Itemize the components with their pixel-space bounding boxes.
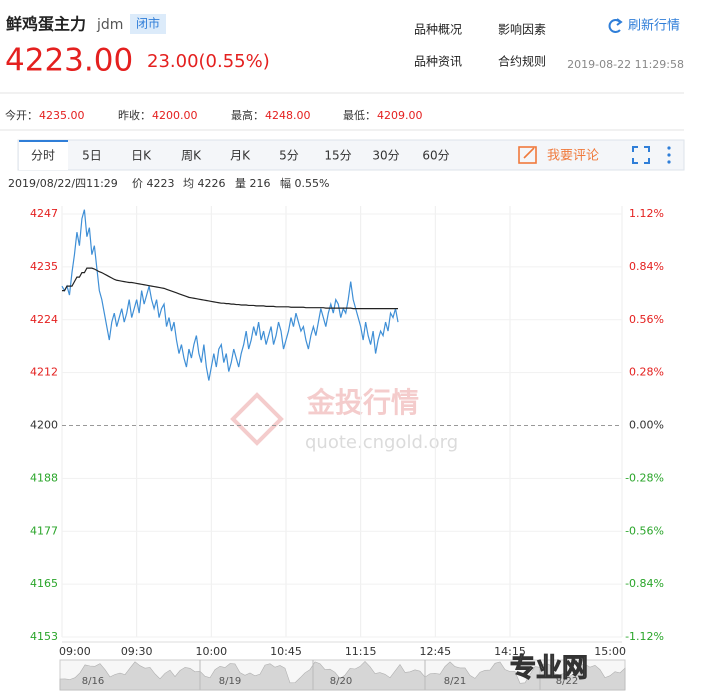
period-tab[interactable]: 15分 (324, 149, 351, 163)
y-tick-label: 4153 (30, 630, 58, 643)
info-link[interactable]: 品种概况 (414, 23, 462, 37)
period-tab[interactable]: 日K (131, 149, 152, 163)
quote-info: 均 4226 (183, 177, 226, 190)
stat-value: 4248.00 (265, 109, 311, 122)
stat-label: 最高： (231, 108, 264, 122)
comment-icon[interactable] (518, 146, 537, 164)
stat-label: 今开： (5, 108, 38, 122)
navigator-area (59, 660, 626, 691)
navigator-date: 8/22 (556, 676, 578, 687)
stat-value: 4209.00 (377, 109, 423, 122)
y-tick-label: 4247 (30, 207, 58, 220)
fullscreen-corners (632, 146, 650, 164)
x-tick-label: 12:45 (419, 645, 451, 658)
y-tick-label: 4188 (30, 471, 58, 484)
tab-bar (17, 139, 685, 171)
watermark-logo (230, 392, 284, 446)
navigator-date: 8/20 (330, 676, 352, 687)
quote-info: 量 216 (235, 177, 271, 190)
series-line (61, 209, 399, 381)
y2-tick-label: 0.56% (629, 313, 664, 326)
y-tick-label: 4177 (30, 524, 58, 537)
period-tab[interactable]: 5分 (279, 149, 299, 163)
x-tick-label: 14:15 (494, 645, 526, 658)
navigator-date: 8/16 (82, 676, 104, 687)
y2-tick-label: 0.00% (629, 419, 664, 432)
menu-icon[interactable] (667, 146, 671, 164)
y2-tick-label: -0.56% (625, 524, 664, 537)
update-time: 2019-08-22 11:29:58 (567, 58, 684, 71)
watermark-url: quote.cngold.org (305, 432, 458, 453)
y-tick-label: 4235 (30, 260, 58, 273)
refresh-icon[interactable] (608, 18, 623, 33)
stat-label: 最低： (343, 109, 376, 122)
y2-tick-label: 0.28% (629, 366, 664, 379)
period-tab[interactable]: 30分 (372, 149, 399, 163)
y-tick-label: 4212 (30, 366, 58, 379)
fullscreen-icon[interactable] (632, 146, 650, 164)
quote-info: 幅 0.55% (280, 177, 329, 190)
y2-tick-label: -0.84% (625, 577, 664, 590)
period-tab[interactable]: 60分 (422, 149, 449, 163)
info-link[interactable]: 合约规则 (498, 54, 546, 69)
y2-tick-label: 1.12% (629, 207, 664, 220)
menu-dot (667, 146, 671, 150)
navigator-date: 8/21 (444, 676, 466, 687)
y-tick-label: 4224 (30, 313, 58, 326)
x-tick-label: 15:00 (594, 645, 626, 658)
watermark: 金投行情 quote.cngold.org (230, 386, 458, 453)
navigator-date: 8/19 (219, 676, 241, 687)
watermark-overlay: 专业网 (510, 654, 588, 684)
watermark-brand: 金投行情 (306, 386, 419, 419)
y2-tick-label: -1.12% (625, 630, 664, 643)
info-link[interactable]: 品种资讯 (414, 55, 462, 69)
menu-dot (667, 160, 671, 164)
series-line (62, 267, 398, 310)
active-tab (19, 141, 68, 170)
status-badge (130, 14, 166, 34)
y-tick-label: 4200 (30, 419, 58, 432)
period-tab[interactable]: 月K (230, 149, 251, 163)
x-tick-label: 09:30 (121, 645, 153, 658)
stat-label: 昨收： (118, 108, 151, 122)
menu-dot (667, 153, 671, 157)
period-tab[interactable]: 周K (181, 149, 202, 163)
period-tab[interactable]: 分时 (31, 149, 55, 163)
instrument-name: 鲜鸡蛋主力 (6, 15, 86, 34)
comment-box (518, 146, 537, 164)
x-tick-label: 10:45 (270, 645, 302, 658)
x-tick-label: 10:00 (195, 645, 227, 658)
y2-tick-label: -0.28% (625, 471, 664, 484)
x-tick-label: 09:00 (59, 645, 91, 658)
comment-link[interactable]: 我要评论 (547, 149, 599, 164)
quote-info: 价 4223 (132, 177, 175, 190)
quote-info: 2019/08/22/四11:29 (8, 177, 118, 190)
y-tick-label: 4165 (30, 577, 58, 590)
instrument-code: jdm (96, 17, 123, 33)
y2-tick-label: 0.84% (629, 260, 664, 273)
x-tick-label: 11:15 (345, 645, 377, 658)
price-change: 23.00(0.55%) (147, 51, 270, 72)
stat-value: 4235.00 (39, 109, 85, 122)
comment-pen (523, 147, 535, 159)
info-link[interactable]: 影响因素 (498, 22, 546, 37)
period-tab[interactable]: 5日 (82, 149, 102, 163)
last-price: 4223.00 (5, 43, 133, 79)
status: 闭市 (136, 16, 160, 31)
stat-value: 4200.00 (152, 109, 198, 122)
refresh-arrow (616, 18, 623, 26)
refresh-link[interactable]: 刷新行情 (628, 18, 680, 34)
